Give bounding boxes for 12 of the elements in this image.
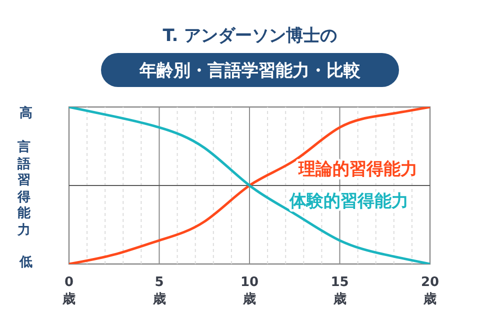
y-axis-title: 言語習得能力 (17, 140, 31, 239)
text: 高 (18, 104, 34, 122)
x-tick-label: 5 歳 (152, 275, 166, 307)
x-tick-label: 20 歳 (420, 275, 440, 307)
x-tick-label: 0 歳 (62, 275, 76, 307)
series-label: 理論的習得能力 (297, 159, 418, 180)
chart-subtitle: 年齢別・言語学習能力・比較 (101, 53, 399, 87)
series-label: 体験的習得能力 (288, 191, 408, 212)
x-tick-label: 10 歳 (240, 275, 259, 307)
chart-title: T. アンダーソン博士の (162, 25, 338, 47)
text: 低 (18, 254, 34, 271)
x-tick-label: 15 歳 (330, 275, 349, 307)
